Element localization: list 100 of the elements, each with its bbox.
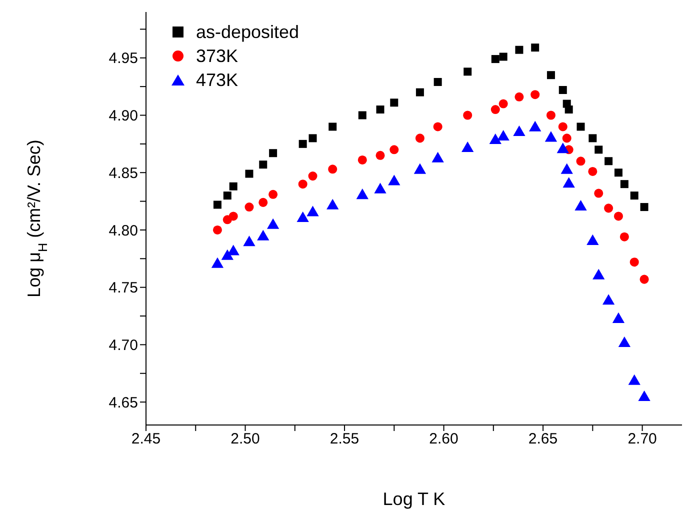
point <box>530 90 540 100</box>
point <box>244 202 254 212</box>
legend-label: 373K <box>196 46 238 66</box>
point <box>266 218 280 229</box>
point <box>604 157 613 166</box>
point <box>257 230 270 240</box>
x-tick-label: 2.60 <box>429 430 458 448</box>
x-tick-label: 2.70 <box>628 430 657 448</box>
x-tick-label: 2.50 <box>230 430 260 448</box>
point <box>433 122 442 132</box>
point <box>376 150 385 160</box>
point <box>564 106 573 114</box>
point <box>376 106 384 114</box>
y-tick-label: 4.80 <box>108 222 138 240</box>
point <box>499 52 508 61</box>
x-axis-title: Log T K <box>382 489 446 509</box>
point <box>618 336 631 348</box>
point <box>390 145 399 154</box>
point <box>328 164 338 174</box>
point <box>416 88 424 96</box>
point <box>620 180 628 188</box>
point <box>576 156 586 166</box>
point <box>614 212 623 221</box>
point <box>390 98 398 107</box>
point <box>556 142 569 154</box>
point <box>602 294 615 305</box>
point <box>560 163 573 174</box>
x-tick-label: 2.55 <box>330 430 360 448</box>
point <box>592 268 605 280</box>
point <box>640 274 649 284</box>
point <box>296 211 309 222</box>
point <box>464 68 472 76</box>
point <box>588 134 597 142</box>
point <box>463 110 472 120</box>
point <box>490 105 500 114</box>
point <box>358 155 367 164</box>
point <box>594 146 603 154</box>
point <box>546 71 555 80</box>
point <box>213 200 222 209</box>
point <box>228 212 238 221</box>
point <box>415 134 424 143</box>
point <box>462 142 474 152</box>
point <box>604 204 614 213</box>
point <box>628 374 640 385</box>
point <box>594 188 604 198</box>
point <box>576 122 585 131</box>
point <box>620 232 629 242</box>
point <box>269 149 278 158</box>
point <box>328 122 337 131</box>
point <box>630 258 639 267</box>
y-tick-label: 4.75 <box>108 280 138 297</box>
point <box>414 163 426 174</box>
y-tick-label: 4.85 <box>108 164 138 182</box>
point <box>630 192 638 200</box>
point <box>558 86 567 94</box>
point <box>491 55 500 64</box>
y-tick-label: 4.70 <box>108 337 138 354</box>
point <box>356 188 368 200</box>
point <box>498 99 508 108</box>
point <box>388 174 400 186</box>
point <box>434 78 442 86</box>
point <box>258 198 268 207</box>
point <box>514 92 524 102</box>
point <box>432 152 444 162</box>
point <box>308 134 317 142</box>
x-tick-label: 2.45 <box>131 430 161 448</box>
point <box>544 131 558 142</box>
point <box>259 160 268 169</box>
legend-label: 473K <box>196 70 238 90</box>
point <box>298 140 307 148</box>
legend-label: as-deposited <box>196 22 300 42</box>
point <box>562 177 575 188</box>
point <box>211 257 224 268</box>
point <box>243 236 256 246</box>
point <box>586 234 599 245</box>
point <box>497 130 510 141</box>
y-tick-label: 4.65 <box>108 394 138 412</box>
point <box>562 134 572 143</box>
point <box>374 182 386 194</box>
point <box>588 166 598 176</box>
point <box>546 110 556 120</box>
x-tick-label: 2.65 <box>528 430 558 448</box>
point <box>638 390 650 401</box>
point <box>298 180 308 189</box>
point <box>221 249 234 260</box>
point <box>245 170 254 178</box>
point <box>614 168 622 177</box>
point <box>268 190 278 199</box>
point <box>612 312 625 323</box>
point <box>306 206 319 216</box>
point <box>229 182 238 190</box>
y-tick-label: 4.90 <box>108 108 138 125</box>
point <box>515 46 524 54</box>
y-tick-label: 4.95 <box>108 50 138 68</box>
point <box>358 111 366 120</box>
point <box>558 122 568 132</box>
point <box>223 192 232 200</box>
point <box>640 203 648 212</box>
point <box>574 200 587 211</box>
point <box>326 198 339 210</box>
